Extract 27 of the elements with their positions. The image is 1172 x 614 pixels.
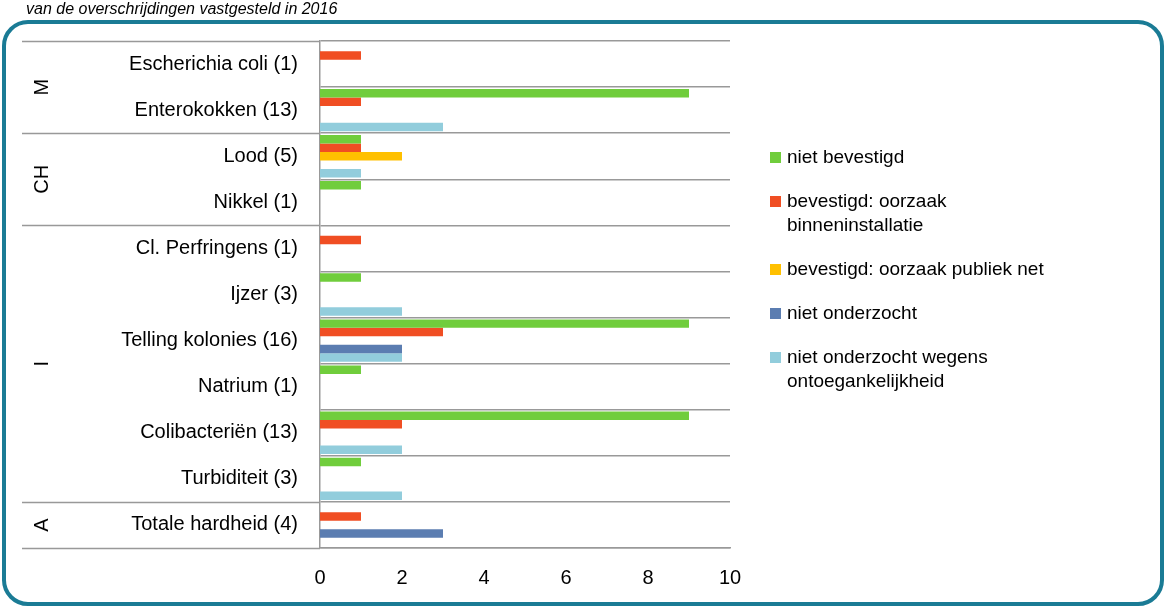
x-tick-label: 2 bbox=[396, 565, 408, 588]
x-tick-label: 10 bbox=[718, 565, 742, 588]
y-tick-label: Enterokokken (13) bbox=[134, 97, 298, 120]
text: van de overschrijdingen vastgesteld in 2016 bbox=[26, 0, 338, 18]
text: CH bbox=[29, 164, 52, 194]
y-tick-label: Nikkel (1) bbox=[213, 189, 298, 212]
x-tick-label: 4 bbox=[478, 565, 490, 588]
y-tick-label: Colibacteriën (13) bbox=[140, 420, 298, 443]
legend-label: bevestigd: oorzaak publiek net bbox=[787, 257, 1044, 281]
y-tick-label: Natrium (1) bbox=[197, 374, 298, 397]
legend-label: niet bevestigd bbox=[787, 145, 905, 169]
y-tick-label: Cl. Perfringens (1) bbox=[135, 235, 298, 258]
text: M bbox=[29, 78, 52, 96]
x-tick-label: 6 bbox=[560, 565, 572, 588]
y-tick-label: Ijzer (3) bbox=[230, 282, 298, 305]
y-tick-label: Lood (5) bbox=[223, 143, 298, 166]
text: A bbox=[29, 517, 52, 532]
y-tick-label: Escherichia coli (1) bbox=[129, 51, 298, 74]
y-tick-label: Totale hardheid (4) bbox=[131, 512, 298, 535]
text: I bbox=[29, 360, 52, 367]
legend-label: niet onderzocht bbox=[787, 301, 917, 325]
legend-label: bevestigd: oorzaak binneninstallatie bbox=[787, 189, 948, 237]
legend-label: niet onderzocht wegens ontoegankelijkheid bbox=[787, 345, 989, 393]
x-tick-label: 0 bbox=[314, 565, 326, 588]
y-tick-label: Telling kolonies (16) bbox=[121, 328, 298, 351]
x-tick-label: 8 bbox=[642, 565, 654, 588]
y-tick-label: Turbiditeit (3) bbox=[180, 466, 298, 489]
